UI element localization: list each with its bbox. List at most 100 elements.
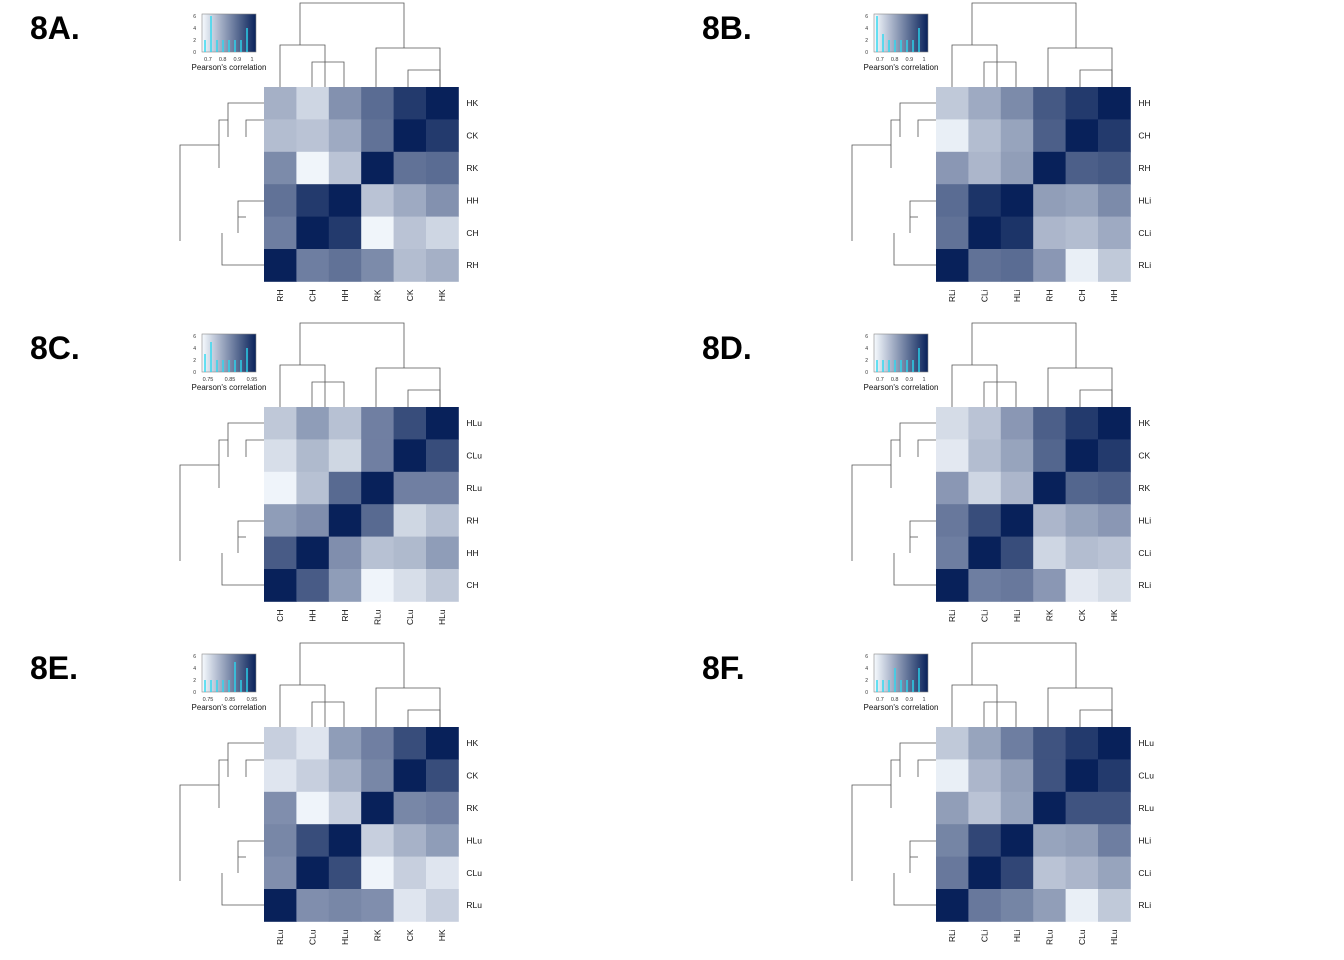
heatmap-cell (361, 184, 394, 217)
heatmap-cell (393, 439, 427, 473)
column-label: RH (1044, 289, 1054, 301)
row-dendrogram-branch (221, 553, 264, 586)
column-dendrogram-branch (983, 61, 1017, 87)
heatmap-cell (426, 471, 459, 505)
heatmap-cell (296, 824, 330, 857)
heatmap-cell (296, 119, 330, 153)
column-label: RLu (372, 609, 382, 625)
column-dendrogram-branch (1079, 69, 1113, 87)
heatmap-cell (1065, 471, 1099, 505)
color-key-count-tick: 4 (865, 346, 868, 352)
heatmap-cell (296, 407, 330, 440)
heatmap-cell (264, 889, 297, 922)
column-label: HH (308, 609, 318, 621)
column-label: RLi (947, 289, 957, 302)
heatmap-cell (1000, 824, 1034, 857)
column-label: RH (340, 609, 350, 621)
heatmap-cell (1098, 569, 1131, 602)
column-dendrogram-branch (951, 44, 998, 87)
row-label: RLu (466, 900, 482, 910)
heatmap-cell (264, 569, 297, 602)
row-label: HLi (1138, 195, 1151, 205)
row-dendrogram-branch (909, 520, 936, 553)
heatmap-panel: 8E. 0 2 4 6 0.75 0.85 0.95 Pearson's correlation… (0, 640, 640, 960)
heatmap-cell (968, 119, 1002, 153)
heatmap-cell (1098, 824, 1131, 857)
heatmap-cell (296, 504, 330, 537)
column-label: CLu (308, 929, 318, 945)
color-key-title: Pearson's correlation (192, 703, 267, 712)
heatmap-cell (936, 727, 969, 760)
heatmap-cell (1098, 439, 1131, 473)
color-key-value-tick: 0.7 (876, 57, 884, 63)
column-dendrogram-branch (375, 687, 441, 727)
heatmap-cell (1065, 407, 1099, 440)
heatmap-cell (936, 87, 969, 120)
heatmap-cell (328, 889, 362, 922)
heatmap-cell (264, 151, 297, 185)
heatmap-cell (296, 569, 330, 602)
heatmap-cell (264, 856, 297, 890)
heatmap-cell (328, 536, 362, 570)
heatmap-cell (968, 87, 1002, 120)
heatmap-cell (1000, 504, 1034, 537)
heatmap-cell (393, 184, 427, 217)
heatmap-cell (296, 759, 330, 793)
row-dendrogram-branch (245, 119, 264, 137)
heatmap-cell (296, 856, 330, 890)
heatmap-cell (393, 151, 427, 185)
heatmap-cell (1000, 856, 1034, 890)
column-label: CK (405, 929, 415, 941)
heatmap-cell (968, 471, 1002, 505)
heatmap-cell (1065, 249, 1099, 282)
heatmap-cell (1098, 119, 1131, 153)
heatmap-cell (328, 471, 362, 505)
row-label: HK (1138, 418, 1150, 428)
heatmap-cell (1000, 569, 1034, 602)
row-label: HLi (1138, 515, 1151, 525)
row-dendrogram-branch (851, 144, 891, 241)
color-key-value-tick: 0.95 (247, 697, 258, 703)
heatmap-cell (1000, 407, 1034, 440)
heatmap-cell (1033, 504, 1066, 537)
color-key-count-tick: 0 (193, 370, 196, 376)
row-label: CLu (1138, 771, 1154, 781)
heatmap-cell (426, 569, 459, 602)
heatmap-cell (1065, 536, 1099, 570)
heatmap-cell (936, 569, 969, 602)
row-dendrogram-branch (917, 119, 936, 137)
column-dendrogram-branch (279, 364, 326, 407)
heatmap-cell (1098, 216, 1131, 250)
heatmap-cell (393, 471, 427, 505)
column-dendrogram-branch (279, 684, 326, 727)
row-label: RLi (1138, 260, 1151, 270)
heatmap-cell (393, 569, 427, 602)
column-label: RK (1044, 609, 1054, 621)
column-dendrogram-branch (375, 367, 441, 407)
heatmap-cell (264, 184, 297, 217)
heatmap-cell (1065, 791, 1099, 825)
heatmap-cell (936, 151, 969, 185)
heatmap-panel: 8A. 0 2 4 6 0.7 0.8 0.9 1 Pearson's correlation HK… (0, 0, 640, 320)
column-label: HLi (1012, 609, 1022, 622)
heatmap-cell (1033, 727, 1066, 760)
heatmap-cell (1065, 569, 1099, 602)
heatmap-cell (968, 824, 1002, 857)
color-key-count-tick: 4 (193, 666, 196, 672)
heatmap-cell (426, 439, 459, 473)
column-dendrogram-branch (951, 364, 998, 407)
row-label: RK (1138, 483, 1150, 493)
row-label: RK (466, 163, 478, 173)
panel-label: 8F. (702, 650, 745, 686)
heatmap-cell (426, 727, 459, 760)
heatmap-panel: 8F. 0 2 4 6 0.7 0.8 0.9 1 Pearson's correlation HL… (672, 640, 1312, 960)
color-key-value-tick: 0.85 (225, 377, 236, 383)
column-label: HLu (437, 609, 447, 625)
column-label: RLi (947, 929, 957, 942)
heatmap-cell (936, 759, 969, 793)
column-dendrogram-branch (971, 322, 1077, 368)
heatmap-cell (393, 249, 427, 282)
heatmap-cell (1098, 727, 1131, 760)
heatmap-cell (936, 889, 969, 922)
